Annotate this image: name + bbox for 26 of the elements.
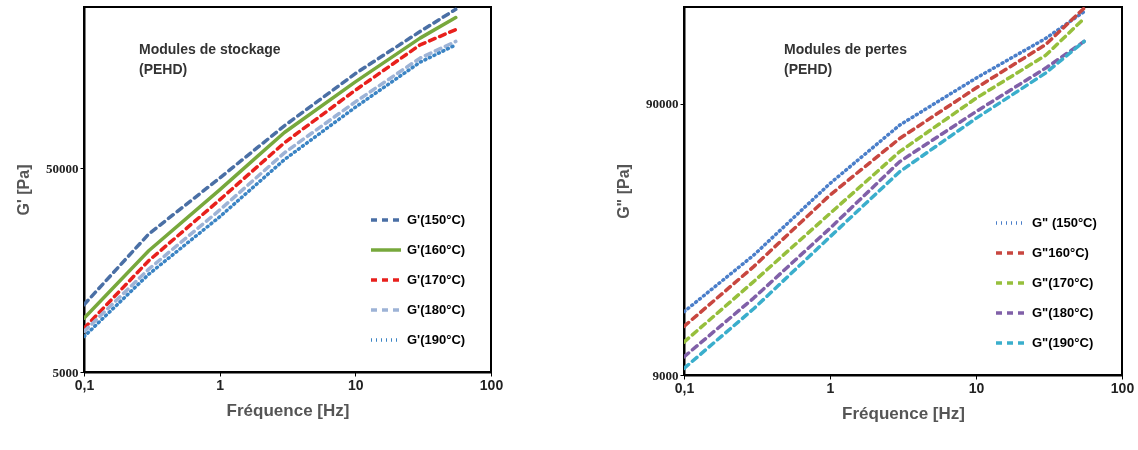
y-axis-title: G' [Pa]: [15, 164, 32, 216]
legend-label: G'(190°C): [407, 332, 466, 347]
x-axis-title: Fréquence [Hz]: [226, 400, 350, 420]
text: (PEHD): [784, 61, 833, 77]
x-tick-label: 100: [1110, 379, 1135, 396]
y-axis-title: G" [Pa]: [615, 164, 632, 219]
legend-label: G" (150°C): [1032, 215, 1097, 230]
x-tick-label: 10: [348, 376, 364, 393]
legend-label: G'(150°C): [407, 212, 466, 227]
legend-label: G"(190°C): [1032, 335, 1094, 350]
x-tick-label: 100: [479, 376, 504, 393]
legend-label: G'(170°C): [407, 272, 466, 287]
text: Modules de stockage: [139, 41, 281, 57]
y-tick-label: 50000: [46, 160, 79, 176]
x-tick-label: 1: [826, 379, 835, 396]
legend-label: G"(170°C): [1032, 275, 1094, 290]
text: Modules de pertes: [784, 41, 908, 57]
x-axis-title: Fréquence [Hz]: [842, 403, 965, 423]
legend-label: G'(180°C): [407, 302, 466, 317]
legend-label: G"160°C): [1032, 245, 1089, 260]
x-tick-label: 1: [216, 376, 225, 393]
y-tick-label: 90000: [646, 96, 679, 112]
x-tick-label: 10: [968, 379, 985, 396]
legend-label: G'(160°C): [407, 242, 466, 257]
legend-label: G"(180°C): [1032, 305, 1094, 320]
text: (PEHD): [139, 61, 188, 77]
